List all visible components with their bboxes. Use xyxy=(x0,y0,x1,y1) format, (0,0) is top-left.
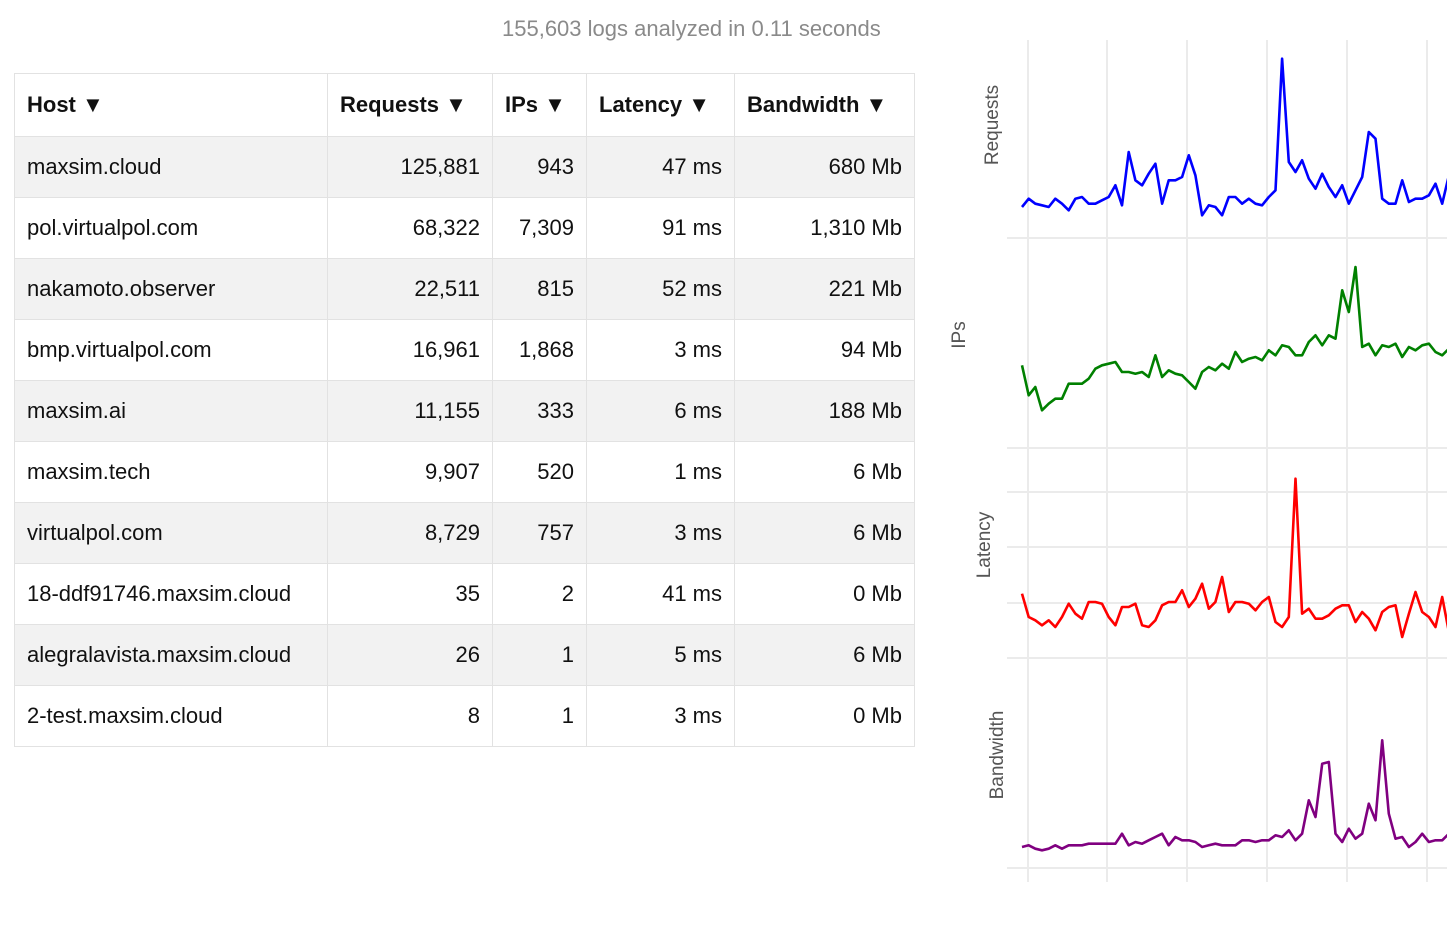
cell-ips: 1,868 xyxy=(492,319,587,381)
series-line-ips xyxy=(1020,265,1447,412)
table-row: maxsim.tech 9,907 520 1 ms 6 Mb xyxy=(14,441,915,503)
axis-label-bandwidth: Bandwidth xyxy=(987,711,1008,800)
cell-ips: 333 xyxy=(492,380,587,442)
cell-bandwidth: 680 Mb xyxy=(734,136,915,198)
cell-bandwidth: 6 Mb xyxy=(734,624,915,686)
table-row: maxsim.ai 11,155 333 6 ms 188 Mb xyxy=(14,380,915,442)
axis-label-ips: IPs xyxy=(949,321,970,348)
table-row: pol.virtualpol.com 68,322 7,309 91 ms 1,310 … xyxy=(14,197,915,259)
cell-ips: 1 xyxy=(492,624,587,686)
cell-ips: 520 xyxy=(492,441,587,503)
cell-host[interactable]: maxsim.cloud xyxy=(14,136,328,198)
cell-ips: 757 xyxy=(492,502,587,564)
cell-host[interactable]: 18-ddf91746.maxsim.cloud xyxy=(14,563,328,625)
table-row: bmp.virtualpol.com 16,961 1,868 3 ms 94 Mb xyxy=(14,319,915,381)
cell-bandwidth: 0 Mb xyxy=(734,563,915,625)
cell-bandwidth: 188 Mb xyxy=(734,380,915,442)
cell-host[interactable]: maxsim.ai xyxy=(14,380,328,442)
cell-host[interactable]: alegralavista.maxsim.cloud xyxy=(14,624,328,686)
cell-ips: 943 xyxy=(492,136,587,198)
table-row: 2-test.maxsim.cloud 8 1 3 ms 0 Mb xyxy=(14,685,915,747)
cell-host[interactable]: maxsim.tech xyxy=(14,441,328,503)
cell-bandwidth: 6 Mb xyxy=(734,441,915,503)
cell-requests: 26 xyxy=(327,624,493,686)
hosts-table: Host ▼ Requests ▼ IPs ▼ Latency ▼ Bandwi… xyxy=(14,73,915,747)
cell-latency: 41 ms xyxy=(586,563,735,625)
cell-latency: 91 ms xyxy=(586,197,735,259)
column-header-ips[interactable]: IPs ▼ xyxy=(492,73,587,137)
column-header-bandwidth[interactable]: Bandwidth ▼ xyxy=(734,73,915,137)
cell-host[interactable]: nakamoto.observer xyxy=(14,258,328,320)
cell-bandwidth: 221 Mb xyxy=(734,258,915,320)
table-row: virtualpol.com 8,729 757 3 ms 6 Mb xyxy=(14,502,915,564)
cell-latency: 3 ms xyxy=(586,502,735,564)
cell-host[interactable]: pol.virtualpol.com xyxy=(14,197,328,259)
cell-requests: 9,907 xyxy=(327,441,493,503)
column-header-latency[interactable]: Latency ▼ xyxy=(586,73,735,137)
cell-latency: 5 ms xyxy=(586,624,735,686)
axis-label-latency: Latency xyxy=(974,511,995,578)
cell-requests: 68,322 xyxy=(327,197,493,259)
logs-summary: 155,603 logs analyzed in 0.11 seconds xyxy=(502,16,881,41)
cell-host[interactable]: 2-test.maxsim.cloud xyxy=(14,685,328,747)
table-row: nakamoto.observer 22,511 815 52 ms 221 Mb xyxy=(14,258,915,320)
table-row: alegralavista.maxsim.cloud 26 1 5 ms 6 Mb xyxy=(14,624,915,686)
cell-ips: 7,309 xyxy=(492,197,587,259)
cell-latency: 1 ms xyxy=(586,441,735,503)
cell-latency: 52 ms xyxy=(586,258,735,320)
cell-requests: 11,155 xyxy=(327,380,493,442)
series-line-latency xyxy=(1020,477,1447,639)
table-row: 18-ddf91746.maxsim.cloud 35 2 41 ms 0 Mb xyxy=(14,563,915,625)
table-header-row: Host ▼ Requests ▼ IPs ▼ Latency ▼ Bandwi… xyxy=(14,73,915,137)
cell-ips: 2 xyxy=(492,563,587,625)
cell-host[interactable]: virtualpol.com xyxy=(14,502,328,564)
cell-bandwidth: 1,310 Mb xyxy=(734,197,915,259)
cell-requests: 35 xyxy=(327,563,493,625)
cell-ips: 815 xyxy=(492,258,587,320)
cell-bandwidth: 94 Mb xyxy=(734,319,915,381)
cell-requests: 125,881 xyxy=(327,136,493,198)
cell-latency: 3 ms xyxy=(586,685,735,747)
series-line-bandwidth xyxy=(1021,738,1447,852)
column-header-host[interactable]: Host ▼ xyxy=(14,73,328,137)
cell-bandwidth: 0 Mb xyxy=(734,685,915,747)
axis-label-requests: Requests xyxy=(982,85,1003,165)
cell-host[interactable]: bmp.virtualpol.com xyxy=(14,319,328,381)
series-line-requests xyxy=(1020,57,1447,217)
cell-requests: 8 xyxy=(327,685,493,747)
